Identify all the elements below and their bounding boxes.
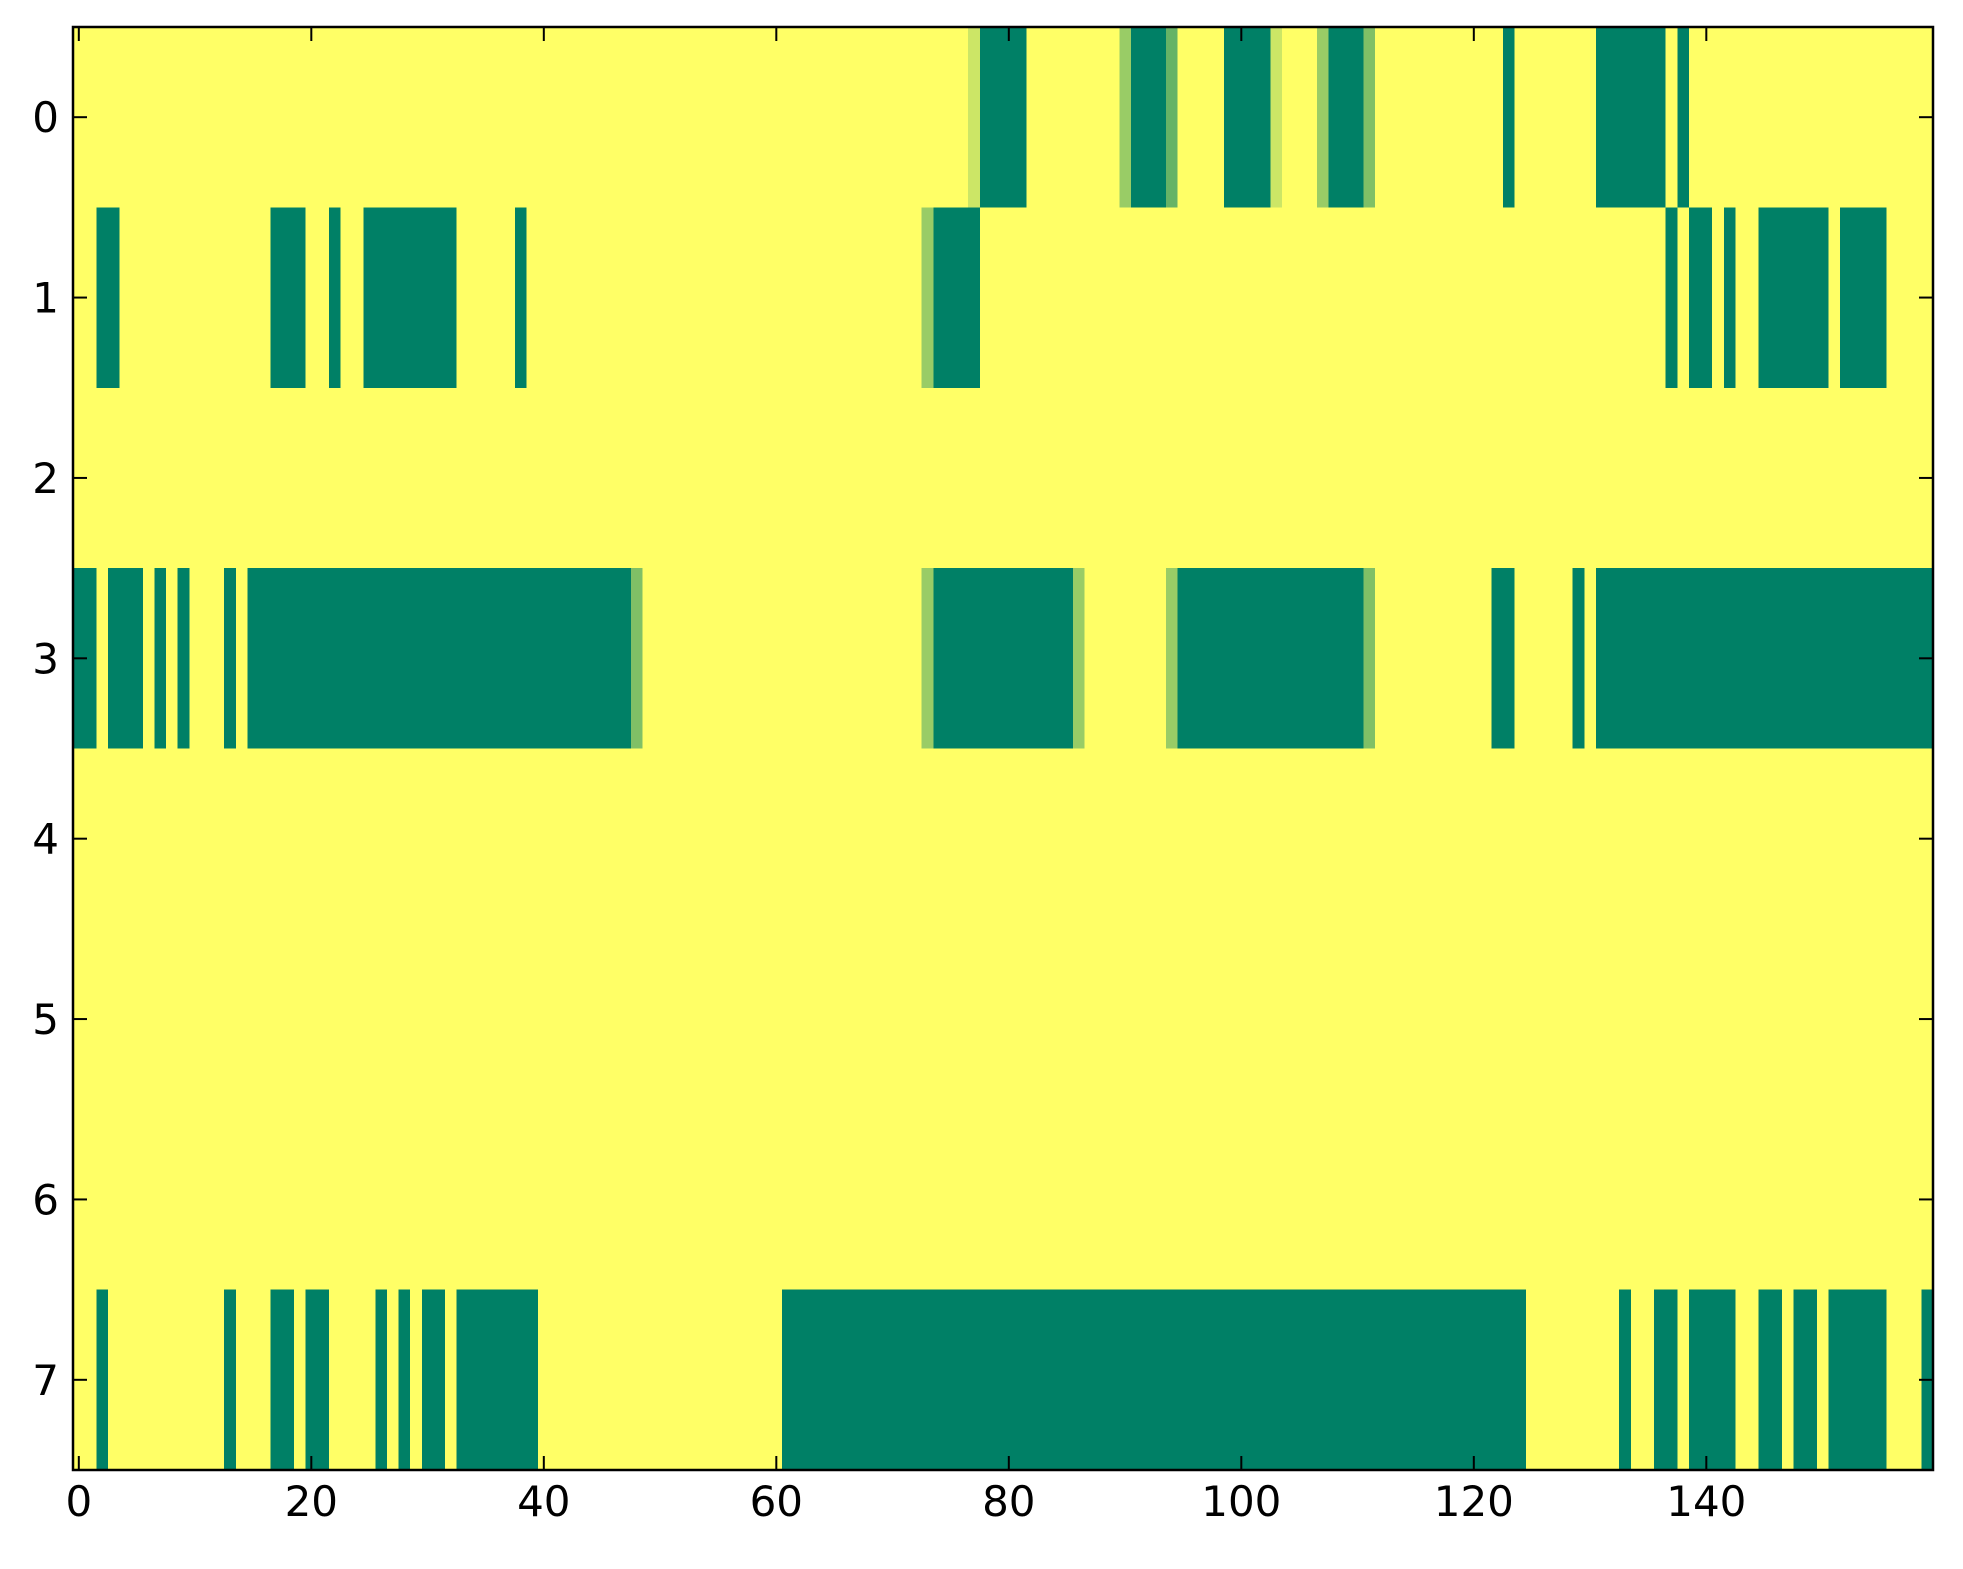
y-tick-label: 4 [32, 815, 59, 864]
x-tick-label: 20 [285, 1477, 338, 1526]
y-tick-label: 7 [32, 1356, 59, 1405]
heatmap-cell [933, 568, 1073, 749]
heatmap-cell [224, 568, 236, 749]
heatmap-cells [73, 27, 1934, 1471]
heatmap-cell [1165, 568, 1178, 749]
heatmap-cell [1688, 207, 1713, 388]
heatmap-cell [1758, 1289, 1782, 1471]
heatmap-cell [421, 1289, 445, 1471]
heatmap-cell [1619, 1289, 1631, 1471]
y-tick-label: 0 [32, 93, 59, 142]
heatmap-cell [270, 207, 306, 388]
x-tick-label: 100 [1201, 1477, 1281, 1526]
axis-ticks [73, 27, 1933, 1470]
heatmap-cell [1688, 1289, 1736, 1471]
heatmap-cell [1223, 27, 1271, 208]
heatmap-cell [1363, 27, 1376, 208]
x-tick-label: 60 [750, 1477, 803, 1526]
tick-labels: 0 20 40 60 80 100 120 140 0 1 2 3 4 5 6 7 [32, 93, 1746, 1526]
heatmap-cell [305, 1289, 329, 1471]
heatmap-cell [1840, 207, 1887, 388]
heatmap-cell [1572, 568, 1585, 749]
y-tick-label: 6 [32, 1175, 59, 1224]
heatmap-cell [375, 1289, 387, 1471]
heatmap-cell [1595, 568, 1934, 749]
heatmap-cell [1723, 207, 1736, 388]
x-tick-label: 140 [1666, 1477, 1746, 1526]
x-tick-label: 40 [517, 1477, 570, 1526]
plot-border [71, 25, 1935, 1472]
heatmap-cell [979, 27, 1027, 208]
y-tick-label: 2 [32, 454, 59, 503]
heatmap-cell [96, 1289, 108, 1471]
x-tick-label: 0 [65, 1477, 92, 1526]
heatmap-cell [1793, 1289, 1817, 1471]
heatmap-cell [1665, 207, 1678, 388]
x-tick-label: 120 [1434, 1477, 1514, 1526]
plot-frame [71, 25, 1935, 1472]
heatmap-cell [1316, 27, 1329, 208]
heatmap-cell [154, 568, 167, 749]
heatmap-cell [1654, 1289, 1678, 1471]
heatmap-cell [363, 207, 457, 388]
heatmap-cell [514, 207, 527, 388]
heatmap-cell [270, 1289, 294, 1471]
heatmap-cell [921, 207, 934, 388]
heatmap-cell [224, 1289, 236, 1471]
heatmap-cell [1828, 1289, 1887, 1471]
y-tick-label: 3 [32, 634, 59, 683]
heatmap-cell [1072, 568, 1085, 749]
heatmap-cell [782, 1289, 1527, 1471]
heatmap-cell [1677, 27, 1689, 208]
heatmap-cell [328, 207, 341, 388]
y-tick-label: 5 [32, 995, 59, 1044]
heatmap-cell [933, 207, 980, 388]
heatmap-cell [107, 568, 143, 749]
heatmap-cell [96, 207, 120, 388]
heatmap-cell [1165, 27, 1178, 208]
heatmap-cell [1363, 568, 1376, 749]
heatmap-cell [631, 568, 643, 749]
y-tick-label: 1 [32, 274, 59, 323]
heatmap-cell [398, 1289, 411, 1471]
heatmap-cell [1502, 27, 1515, 208]
heatmap-cell [1758, 207, 1829, 388]
x-tick-label: 80 [982, 1477, 1035, 1526]
heatmap-cell [921, 568, 934, 749]
heatmap-cell [1119, 27, 1131, 208]
heatmap-cell [177, 568, 190, 749]
heatmap-cell [1328, 27, 1364, 208]
heatmap-cell [456, 1289, 539, 1471]
heatmap-cell [1595, 27, 1666, 208]
heatmap-cell [247, 568, 632, 749]
heatmap-cell [1491, 568, 1515, 749]
heatmap-cell [1130, 27, 1166, 208]
heatmap-cell [1177, 568, 1364, 749]
heatmap-cell [1270, 27, 1283, 208]
heatmap-cell [968, 27, 980, 208]
